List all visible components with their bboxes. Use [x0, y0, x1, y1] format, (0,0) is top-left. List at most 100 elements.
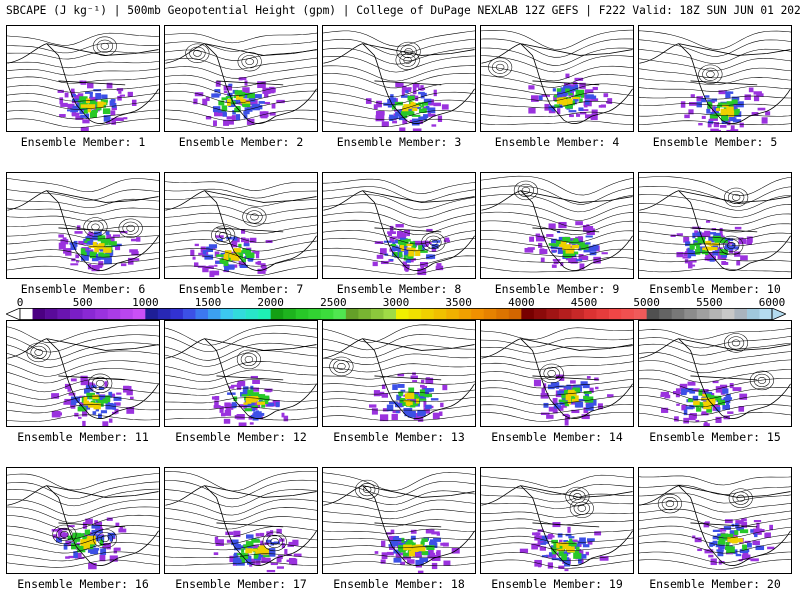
map-contours — [7, 324, 159, 426]
colorbar-tick-label: 6000 — [758, 296, 786, 309]
ensemble-member-label: Ensemble Member: 15 — [649, 430, 781, 444]
colorbar-segment — [521, 308, 535, 320]
colorbar-segment — [295, 308, 309, 320]
map-contours — [481, 474, 633, 572]
map-contours — [165, 181, 317, 278]
colorbar-segment — [471, 308, 485, 320]
colorbar-tick-label: 0 — [16, 296, 24, 309]
ensemble-member-label: Ensemble Member: 1 — [20, 135, 146, 149]
map-contours — [323, 30, 475, 131]
colorbar-segment — [483, 308, 497, 320]
colorbar-tick-label: 2000 — [257, 296, 284, 309]
colorbar-segment — [345, 308, 359, 320]
colorbar-segment — [571, 308, 585, 320]
colorbar-tick-label: 1000 — [132, 296, 159, 309]
colorbar-segment — [170, 308, 184, 320]
ensemble-member-label: Ensemble Member: 9 — [494, 282, 620, 296]
colorbar-tick-label: 4500 — [570, 296, 598, 309]
ensemble-member-label: Ensemble Member: 19 — [491, 577, 623, 591]
map-contours — [481, 327, 633, 426]
map-contours — [481, 29, 633, 125]
colorbar-segment — [107, 308, 121, 320]
ensemble-member-map — [480, 467, 634, 574]
ensemble-member-label: Ensemble Member: 16 — [17, 577, 149, 591]
colorbar-segment — [684, 308, 698, 320]
ensemble-member-label: Ensemble Member: 3 — [336, 135, 462, 149]
ensemble-member-map — [638, 320, 792, 427]
map-contours — [323, 178, 475, 276]
colorbar-segment — [634, 308, 647, 320]
colorbar-segment — [558, 308, 572, 320]
ensemble-member-label: Ensemble Member: 6 — [20, 282, 146, 296]
colorbar-segment — [57, 308, 71, 320]
ensemble-member-map — [322, 25, 476, 132]
colorbar-segment — [32, 308, 46, 320]
ensemble-member-map — [322, 467, 476, 574]
ensemble-member-label: Ensemble Member: 7 — [178, 282, 304, 296]
colorbar-segment — [20, 308, 33, 320]
colorbar-tick-label: 4000 — [508, 296, 535, 309]
map-contours — [639, 30, 791, 131]
colorbar-segment — [408, 308, 422, 320]
colorbar-segment — [195, 308, 209, 320]
ensemble-member-label: Ensemble Member: 11 — [17, 430, 149, 444]
colorbar-segment — [370, 308, 384, 320]
colorbar-segment — [308, 308, 322, 320]
ensemble-member-map — [480, 25, 634, 132]
map-contours — [165, 471, 317, 573]
ensemble-member-map — [164, 467, 318, 574]
colorbar-tick-label: 1500 — [194, 296, 222, 309]
ensemble-member-map — [480, 320, 634, 427]
ensemble-member-label: Ensemble Member: 20 — [649, 577, 781, 591]
colorbar-segment — [584, 308, 597, 320]
colorbar-segment — [596, 308, 610, 320]
map-contours — [165, 325, 317, 426]
map-contours — [165, 32, 317, 129]
ensemble-member-map — [6, 320, 160, 427]
colorbar-segment — [283, 308, 297, 320]
map-contours — [481, 175, 633, 273]
ensemble-member-map — [6, 25, 160, 132]
colorbar-segment — [45, 308, 58, 320]
map-contours — [7, 473, 159, 570]
map-contours — [639, 176, 791, 273]
colorbar-segment — [333, 308, 347, 320]
colorbar-segment — [157, 308, 171, 320]
colorbar-segment — [746, 308, 760, 320]
ensemble-member-map — [164, 320, 318, 427]
colorbar-tick-label: 5000 — [633, 296, 660, 309]
colorbar-segment — [245, 308, 259, 320]
ensemble-member-map — [638, 25, 792, 132]
ensemble-member-map — [164, 172, 318, 279]
colorbar-segment — [696, 308, 710, 320]
ensemble-member-map — [6, 467, 160, 574]
ensemble-member-label: Ensemble Member: 8 — [336, 282, 462, 296]
colorbar-tick-label: 3000 — [382, 296, 410, 309]
map-contours — [7, 32, 159, 131]
ensemble-member-label: Ensemble Member: 10 — [649, 282, 781, 296]
colorbar-segment — [458, 308, 472, 320]
colorbar-segment — [759, 308, 773, 320]
colorbar-segment — [95, 308, 109, 320]
ensemble-member-label: Ensemble Member: 5 — [652, 135, 778, 149]
colorbar-segment — [546, 308, 560, 320]
map-contours — [323, 472, 475, 573]
colorbar-segment — [258, 308, 271, 320]
ensemble-member-map — [480, 172, 634, 279]
ensemble-member-label: Ensemble Member: 4 — [494, 135, 620, 149]
map-contours — [639, 475, 791, 570]
colorbar-segment — [508, 308, 522, 320]
colorbar-segment — [208, 308, 221, 320]
ensemble-member-map — [322, 320, 476, 427]
colorbar-segment — [709, 308, 723, 320]
colorbar-segment — [120, 308, 134, 320]
map-contours — [639, 327, 791, 426]
ensemble-member-label: Ensemble Member: 2 — [178, 135, 304, 149]
colorbar-segment — [132, 308, 146, 320]
map-contours — [7, 178, 159, 275]
colorbar-tick-label: 2500 — [320, 296, 347, 309]
colorbar-segment — [671, 308, 685, 320]
colorbar-segment — [383, 308, 397, 320]
ensemble-member-map — [6, 172, 160, 279]
colorbar-segment — [734, 308, 748, 320]
